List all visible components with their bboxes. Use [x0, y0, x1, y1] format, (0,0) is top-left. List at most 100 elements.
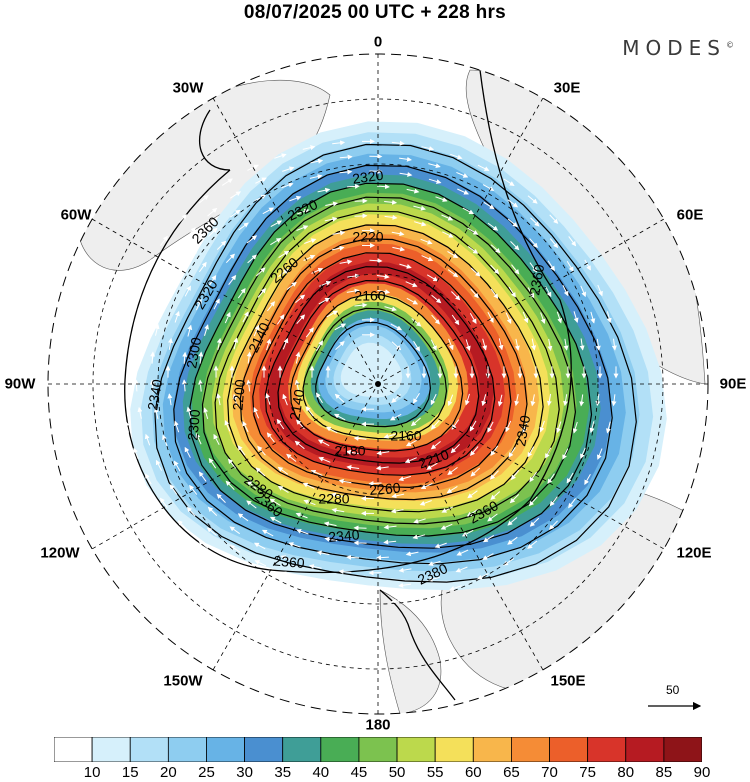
wind-vector [267, 301, 276, 312]
colorbar-tick-label: 25 [198, 764, 215, 781]
wind-vector [198, 261, 207, 273]
wind-vector [497, 394, 503, 407]
colorbar-tick-label: 85 [655, 764, 673, 781]
wind-vector [530, 217, 540, 227]
brand-logo: MODES© [622, 36, 734, 60]
wind-vector [447, 466, 458, 475]
lon-label-60w: 60W [60, 206, 92, 224]
colorbar-swatch [320, 737, 360, 762]
wind-vector [391, 231, 405, 237]
wind-vector [339, 169, 353, 175]
wind-vector [353, 435, 367, 441]
wind-vector [399, 263, 412, 269]
wind-vector [441, 214, 454, 221]
colorbar-tick-label: 30 [236, 764, 253, 781]
wind-vector [527, 195, 538, 204]
wind-vector [511, 264, 520, 275]
lon-label-90e: 90E [719, 375, 747, 393]
wind-vector [237, 513, 249, 522]
wind-vector [482, 338, 488, 351]
wind-vector [477, 573, 489, 580]
wind-vector [230, 191, 242, 199]
height-contour [214, 210, 560, 525]
wind-vector [482, 553, 494, 560]
wind-vector [145, 473, 152, 485]
wind-vector [296, 528, 309, 535]
wind-vector [208, 274, 217, 286]
wind-vector [470, 267, 481, 277]
wind-vector [310, 469, 323, 476]
wind-vector [530, 394, 536, 407]
wind-vector [410, 417, 421, 427]
wind-vector [265, 392, 271, 405]
wind-vector [507, 536, 518, 545]
height-contour [277, 279, 480, 464]
colorbar-swatch [511, 737, 550, 762]
height-contour [302, 307, 448, 440]
wind-vector [431, 314, 440, 325]
wind-vector [507, 218, 518, 228]
wind-vector [527, 540, 538, 549]
wind-vector [277, 485, 289, 494]
wind-vector [413, 518, 426, 524]
wind-vector [389, 413, 402, 421]
wind-vector [278, 250, 290, 259]
wind-vector [376, 450, 390, 456]
wind-vector [324, 216, 338, 222]
wind-vector [208, 457, 217, 469]
wind-vector [427, 576, 440, 582]
wind-vector [339, 259, 353, 265]
wind-vector [286, 281, 297, 290]
wind-vector [414, 221, 427, 227]
wind-vector [546, 393, 552, 406]
wind-vector [611, 394, 617, 407]
wind-vector [510, 469, 520, 481]
wind-vector [563, 338, 569, 351]
wind-vector [467, 490, 478, 499]
wind-vector [545, 447, 552, 459]
colorbar-swatch [396, 737, 436, 762]
wind-vector [333, 413, 346, 421]
wind-vector [469, 446, 479, 456]
wind-vector [295, 351, 301, 364]
wind-vector [430, 339, 437, 351]
height-contour [315, 321, 432, 428]
wind-vector [227, 458, 236, 469]
wind-vector [556, 421, 562, 434]
wind-vector [138, 324, 144, 337]
wind-vector [514, 338, 520, 351]
reference-vector-label: 50 [666, 683, 680, 697]
wind-vector [338, 478, 352, 484]
colorbar-tick-label: 35 [274, 764, 292, 781]
wind-vector [597, 284, 603, 297]
wind-vector [464, 393, 470, 406]
height-contour-ridge [199, 109, 231, 171]
wind-vector [490, 264, 500, 275]
wind-vector [247, 164, 259, 171]
wind-vector [155, 272, 163, 284]
wind-vector [309, 579, 323, 585]
colorbar-swatch [434, 737, 474, 762]
wind-vector [331, 245, 345, 251]
wind-vector [301, 593, 315, 598]
wind-vector [353, 525, 367, 531]
wind-vector [317, 187, 331, 193]
wind-vector [430, 393, 437, 406]
wind-vector [221, 178, 233, 186]
height-contour [252, 252, 512, 489]
wind-vector [470, 467, 481, 477]
wind-vector [150, 351, 156, 364]
wind-vector [315, 392, 323, 404]
lon-label-180: 180 [365, 716, 391, 734]
wind-vector [383, 539, 397, 545]
wind-vector [213, 433, 220, 446]
wind-vector [490, 244, 501, 254]
wind-vector [335, 341, 345, 350]
wind-vector [399, 171, 413, 177]
wind-vector [174, 271, 181, 283]
wind-vector [159, 497, 168, 508]
wind-vector [253, 406, 260, 419]
wind-vector [420, 483, 433, 490]
lon-label-150e: 150E [550, 672, 586, 690]
wind-vector [376, 274, 390, 280]
